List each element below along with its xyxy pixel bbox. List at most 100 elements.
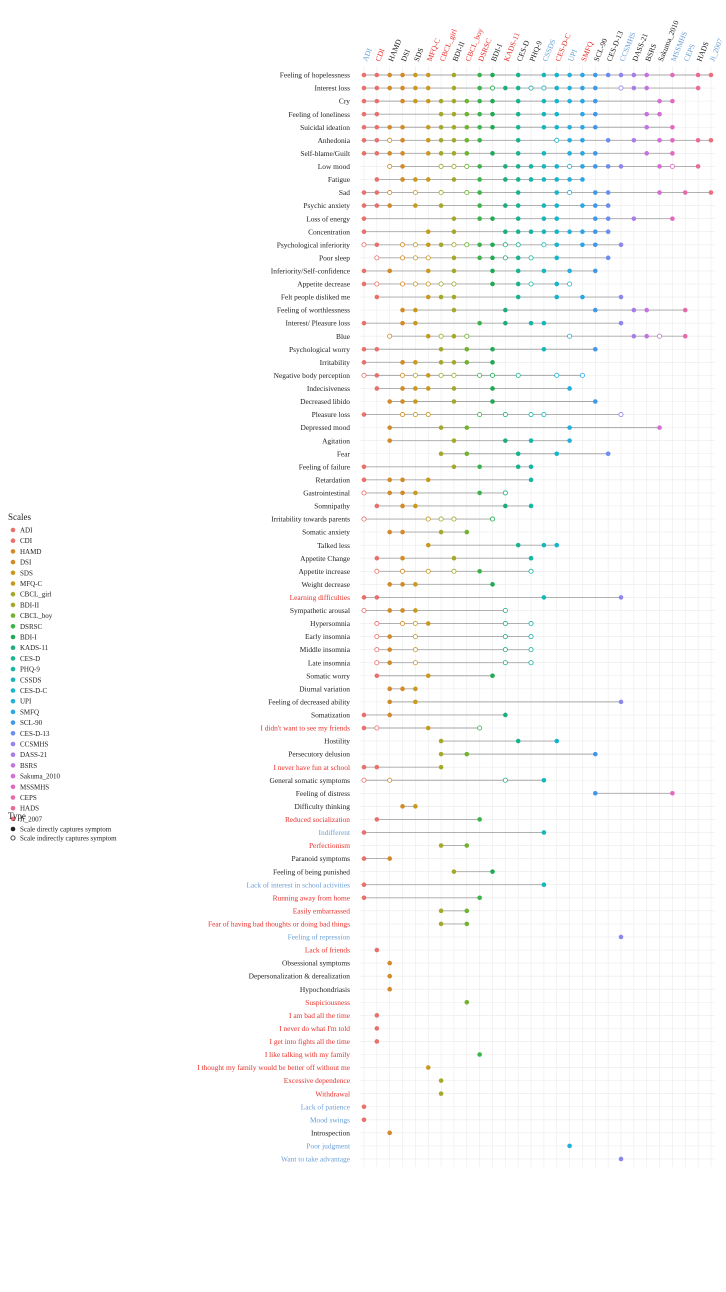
- point-SMFQ-direct: [580, 242, 585, 248]
- point-CES-D-13-direct: [605, 255, 611, 261]
- point-HAMD-direct: [387, 151, 393, 156]
- point-SCL-90-direct: [593, 203, 598, 208]
- symptom-row: [438, 843, 470, 848]
- symptom-label: Anhedonia: [318, 136, 351, 145]
- point-CBCL_boy-direct: [464, 843, 470, 848]
- point-CES-D-direct: [515, 72, 521, 78]
- point-DSI-indirect: [400, 242, 406, 248]
- point-UPI-indirect: [567, 163, 573, 169]
- point-ADI-direct: [361, 111, 367, 117]
- symptom-label: Persecutory delusion: [288, 750, 350, 759]
- legend-type-title: Type: [8, 811, 26, 821]
- point-HAMD-direct: [387, 124, 393, 130]
- point-CDI-indirect: [374, 568, 380, 574]
- point-SDS-indirect: [412, 660, 418, 666]
- symptom-label: Withdrawal: [315, 1089, 350, 1098]
- symptom-row-labels: Feeling of hopelessness Interest loss Cry F…: [197, 71, 351, 1164]
- point-PHQ-9-indirect: [528, 647, 534, 653]
- point-CES-D-direct: [515, 203, 521, 208]
- point-ADI-direct: [361, 895, 367, 901]
- point-DSRSC-direct: [477, 111, 482, 117]
- point-ADI-direct: [361, 830, 367, 835]
- point-DSI-direct: [400, 686, 405, 692]
- point-MSSMHS-direct: [670, 138, 675, 143]
- point-DSRSC-direct: [477, 85, 482, 91]
- symptom-row: [361, 490, 508, 496]
- legend-scales-title: Scales: [8, 512, 31, 522]
- point-CCSMHS-indirect: [618, 412, 624, 418]
- point-CES-D-direct: [515, 111, 521, 117]
- symptom-row: [438, 738, 560, 744]
- point-ADI-direct: [361, 882, 367, 888]
- legend-marker-KADS-11: [10, 645, 16, 650]
- point-DSI-direct: [400, 138, 405, 143]
- point-CCSMHS-direct: [618, 242, 624, 248]
- point-DSRSC-direct: [477, 72, 482, 78]
- point-MFQ-C-direct: [425, 333, 431, 339]
- symptom-row: [361, 882, 547, 888]
- point-CBCL_girl-indirect: [438, 281, 444, 287]
- point-BDI-II-indirect: [451, 372, 457, 378]
- legend-label-CES-D-13: CES-D-13: [20, 730, 50, 738]
- point-SDS-indirect: [412, 412, 418, 418]
- point-CBCL_boy-direct: [464, 999, 470, 1005]
- symptom-label: Suicidal ideation: [300, 123, 350, 132]
- point-BDI-II-direct: [451, 151, 457, 156]
- point-CES-D-C-direct: [554, 294, 560, 300]
- point-SCL-90-direct: [593, 164, 598, 169]
- scale-label-ADI: ADI: [361, 46, 375, 62]
- point-BDI-II-direct: [451, 229, 457, 235]
- legend-marker-CES-D-13: [10, 731, 16, 736]
- point-SMFQ-direct: [580, 164, 585, 169]
- point-BDI-II-direct: [451, 438, 457, 443]
- point-CES-D-direct: [515, 190, 521, 195]
- point-PHQ-9-indirect: [528, 568, 534, 574]
- point-UPI-indirect: [567, 281, 573, 287]
- point-ADI-direct: [361, 464, 367, 470]
- point-DSI-direct: [400, 307, 405, 313]
- point-SCL-90-direct: [593, 216, 598, 221]
- symptom-label: Poor judgment: [306, 1142, 351, 1151]
- point-CDI-direct: [374, 764, 380, 770]
- point-Sakuma_2010-direct: [657, 98, 662, 104]
- point-SDS-indirect: [412, 281, 418, 287]
- point-BDI-I-direct: [490, 111, 495, 117]
- point-BDI-II-direct: [451, 138, 457, 143]
- point-SDS-indirect: [412, 255, 418, 261]
- point-CCSMHS-direct: [618, 1156, 624, 1162]
- point-SDS-direct: [413, 686, 418, 692]
- symptom-label: Felt people disliked me: [281, 293, 351, 302]
- symptom-label: Difficulty thinking: [295, 802, 351, 811]
- point-CBCL_boy-indirect: [464, 190, 470, 196]
- point-DSRSC-direct: [477, 216, 482, 221]
- point-CBCL_girl-direct: [438, 294, 444, 300]
- point-CBCL_girl-direct: [438, 843, 444, 848]
- point-UPI-direct: [567, 124, 572, 130]
- symptom-row: [400, 307, 688, 313]
- point-DSRSC-direct: [477, 490, 482, 496]
- point-CDI-direct: [374, 242, 380, 248]
- symptom-row: [361, 1104, 367, 1110]
- point-CES-D-C-direct: [554, 229, 560, 235]
- point-HAMD-direct: [387, 1130, 393, 1136]
- point-BDI-I-direct: [490, 360, 495, 365]
- symptom-row: [438, 751, 598, 757]
- point-CEPS-direct: [682, 333, 688, 339]
- symptom-label: Lack of interest in school activities: [246, 880, 350, 889]
- symptom-row: [361, 98, 675, 104]
- point-UPI-direct: [567, 151, 572, 156]
- point-PHQ-9-direct: [528, 464, 534, 470]
- point-MSSMHS-indirect: [669, 163, 675, 169]
- symptom-label: Self-blame/Guilt: [300, 149, 351, 158]
- point-HAMD-direct: [387, 72, 393, 78]
- point-ADI-direct: [361, 138, 367, 143]
- symptom-label: Somnipathy: [314, 502, 350, 511]
- point-CES-D-direct: [515, 464, 521, 470]
- point-UPI-direct: [567, 1143, 572, 1149]
- point-BDI-II-indirect: [451, 242, 457, 248]
- legend-scale-items: ADI CDI HAMD DSI SDS MFQ-C CBCL_girl BDI-II CBCL…: [10, 527, 61, 823]
- point-ADI-direct: [361, 346, 367, 352]
- point-DSRSC-indirect: [477, 725, 483, 731]
- legend-marker-DSI: [10, 559, 16, 565]
- symptom-label: I get into fights all the time: [270, 1037, 351, 1046]
